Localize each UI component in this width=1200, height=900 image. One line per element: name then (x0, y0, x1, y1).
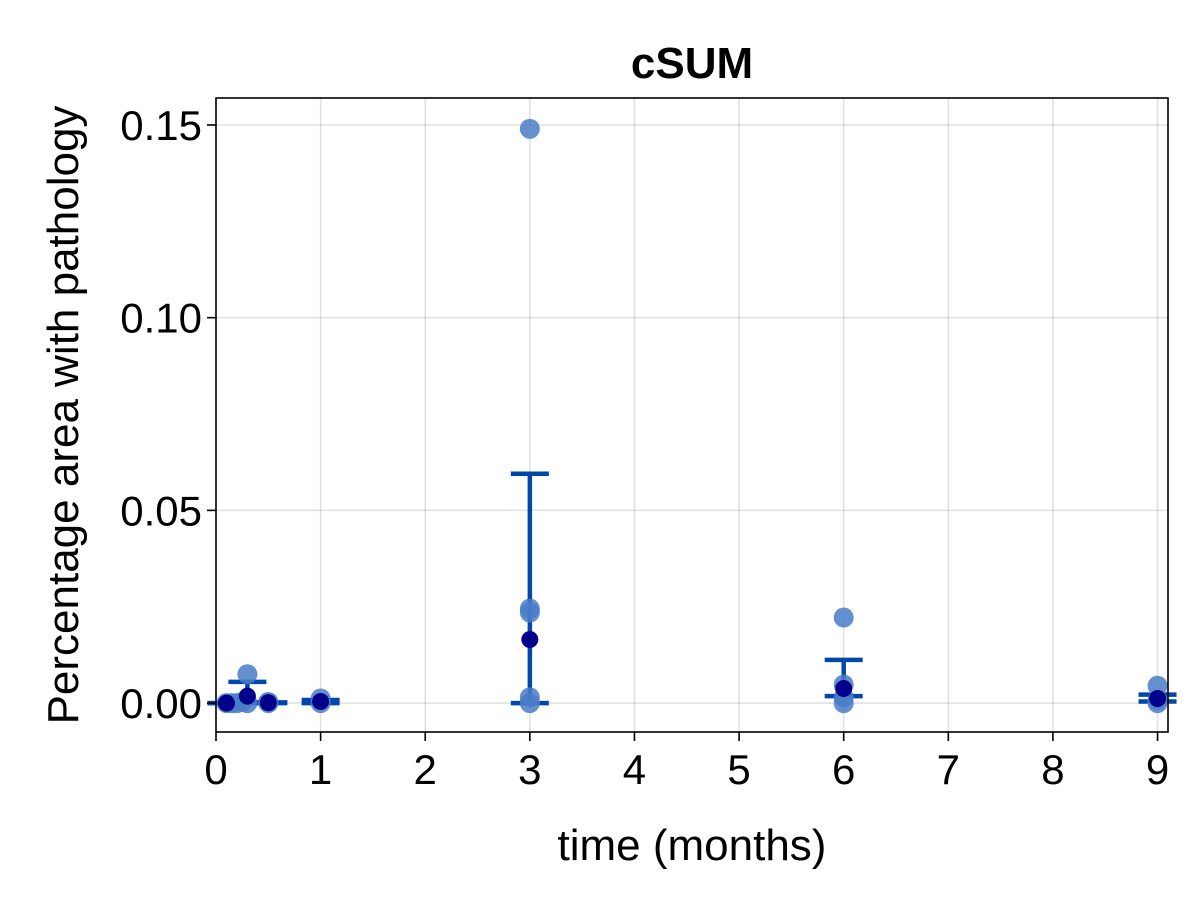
data-point (833, 693, 854, 714)
data-point (519, 118, 540, 139)
plot-frame (215, 97, 1169, 733)
y-axis-title: Percentage area with pathology (39, 106, 88, 725)
mean-point (312, 693, 330, 711)
y-tick-label: 0.05 (120, 487, 202, 534)
mean-point (1149, 689, 1167, 707)
y-tick-label: 0.10 (120, 295, 202, 342)
y-tick-label: 0.00 (120, 680, 202, 727)
data-point (237, 664, 258, 685)
mean-markers (217, 631, 1167, 712)
data-points (216, 118, 1168, 714)
x-tick-label: 2 (414, 746, 437, 793)
x-tick-label: 1 (309, 746, 332, 793)
x-tick-label: 6 (832, 746, 855, 793)
y-axis: 0.00 0.05 0.10 0.15 (120, 102, 216, 727)
data-point (1147, 675, 1168, 696)
data-point (519, 602, 540, 623)
y-tick-label: 0.15 (120, 102, 202, 149)
x-tick-label: 3 (518, 746, 541, 793)
data-point (833, 607, 854, 628)
x-axis: 0 1 2 3 4 5 6 7 8 9 (204, 732, 1169, 793)
x-tick-label: 4 (623, 746, 646, 793)
mean-point (835, 679, 853, 697)
x-tick-label: 8 (1041, 746, 1064, 793)
x-tick-label: 7 (937, 746, 960, 793)
chart-title: cSUM (631, 39, 753, 88)
mean-point (238, 687, 256, 705)
error-bar (510, 471, 549, 706)
mean-point (217, 694, 235, 712)
x-tick-label: 5 (727, 746, 750, 793)
data-point (519, 693, 540, 714)
error-bars (207, 471, 1177, 706)
grid (215, 98, 1168, 732)
x-axis-title: time (months) (558, 821, 827, 870)
mean-point (259, 694, 277, 712)
x-tick-label: 9 (1146, 746, 1169, 793)
x-tick-label: 0 (204, 746, 227, 793)
mean-point (521, 631, 539, 649)
